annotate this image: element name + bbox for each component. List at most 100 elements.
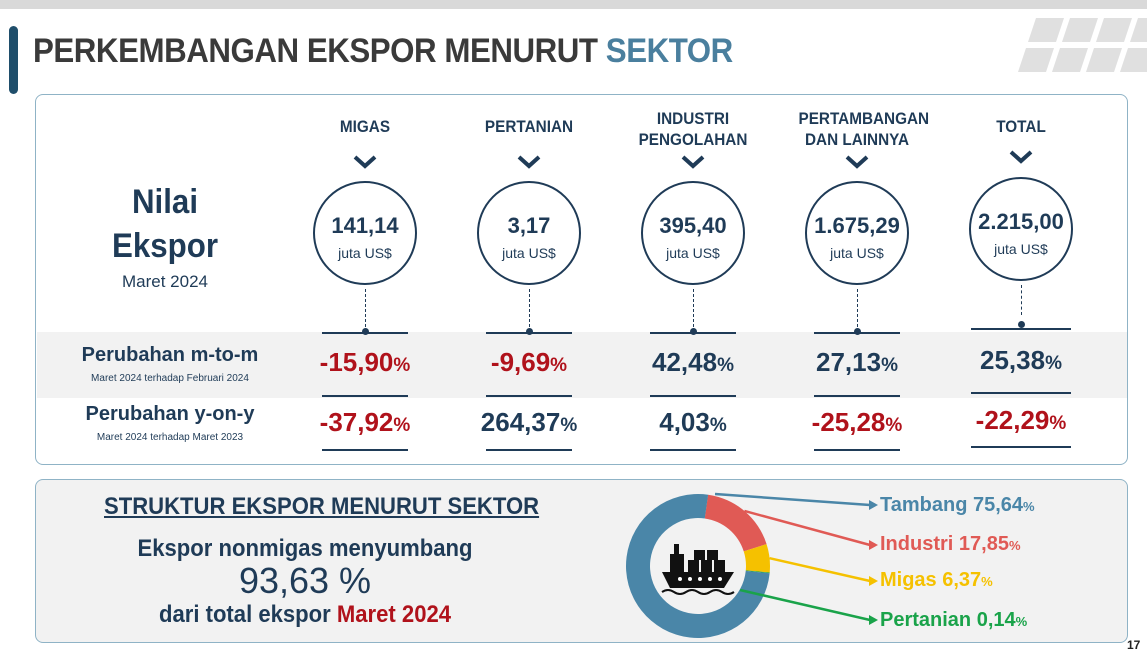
yony-change-1: 264,37%: [459, 407, 599, 438]
sector-value-circle-0: 141,14 juta US$: [313, 181, 417, 285]
sector-value-4: 2.215,00: [978, 209, 1064, 234]
structure-line3: dari total ekspor Maret 2024: [116, 601, 493, 629]
cargo-ship-icon: [661, 544, 735, 595]
structure-panel: [35, 479, 1128, 643]
sector-name-0: MIGAS: [307, 116, 424, 137]
connector-dash-0: [365, 289, 366, 327]
yony-change-3-value: -25,28: [811, 407, 886, 437]
export-structure-donut: [626, 492, 878, 638]
donut-slice-tambang: [626, 494, 770, 638]
sector-name-0-line-0: MIGAS: [339, 117, 391, 136]
legend-migas-text: Migas 6,37: [880, 569, 982, 591]
separator-bottom-1: [486, 449, 572, 451]
yony-change-1-pct: %: [560, 415, 578, 436]
sector-name-4: TOTAL: [963, 116, 1080, 137]
separator-top-4: [971, 328, 1071, 330]
yony-change-3: -25,28%: [787, 407, 927, 438]
page-title-main: PERKEMBANGAN EKSPOR MENURUT: [33, 32, 598, 70]
leader-arrow-migas: [869, 576, 878, 586]
mtom-band: [37, 332, 1127, 398]
leader-line-tambang: [714, 492, 871, 507]
chevron-down-icon: [517, 155, 541, 169]
legend-tambang: Tambang 75,64%: [880, 494, 1035, 517]
connector-dot-1: [526, 328, 533, 335]
sector-name-3-line-1: DAN LAINNYA: [804, 130, 909, 149]
yony-change-3-pct: %: [885, 415, 903, 436]
mtom-change-3: 27,13%: [787, 347, 927, 378]
yony-change-4-pct: %: [1049, 413, 1067, 434]
yony-change-4-value: -22,29: [975, 405, 1050, 435]
sector-name-1-line-0: PERTANIAN: [484, 117, 574, 136]
separator-top-0: [322, 332, 408, 334]
legend-migas: Migas 6,37%: [880, 569, 993, 592]
legend-pertanian-text: Pertanian 0,14: [880, 609, 1016, 631]
mtom-change-4: 25,38%: [951, 345, 1091, 376]
connector-dot-3: [854, 328, 861, 335]
legend-pertanian-pct: %: [1015, 614, 1028, 629]
connector-dot-0: [362, 328, 369, 335]
separator-top-1: [486, 332, 572, 334]
yony-change-0: -37,92%: [295, 407, 435, 438]
connector-dot-2: [690, 328, 697, 335]
connector-dash-3: [857, 289, 858, 327]
legend-industri-text: Industri 17,85: [880, 533, 1009, 555]
yony-change-4: -22,29%: [951, 405, 1091, 436]
mtom-change-4-pct: %: [1045, 353, 1062, 374]
separator-mid-1: [486, 395, 572, 397]
separator-bottom-3: [814, 449, 900, 451]
mtom-change-4-value: 25,38: [980, 345, 1046, 375]
separator-top-2: [650, 332, 736, 334]
connector-dash-2: [693, 289, 694, 327]
structure-line3-prefix: dari total ekspor: [158, 601, 331, 628]
mtom-change-0-value: -15,90: [319, 347, 394, 377]
page-title: PERKEMBANGAN EKSPOR MENURUT SEKTOR: [33, 32, 733, 71]
leader-arrow-pertanian: [869, 615, 878, 625]
mtom-change-3-value: 27,13: [816, 347, 882, 377]
yony-change-2-pct: %: [709, 415, 727, 436]
top-bar: [0, 0, 1147, 9]
yony-change-2: 4,03%: [623, 407, 763, 438]
separator-mid-4: [971, 392, 1071, 394]
yony-sublabel: Maret 2024 terhadap Maret 2023: [96, 432, 244, 443]
donut-slice-migas: [743, 544, 770, 573]
sector-unit-2: juta US$: [666, 245, 720, 261]
chevron-down-icon: [681, 155, 705, 169]
yony-change-0-pct: %: [393, 415, 411, 436]
mtom-change-1-pct: %: [550, 355, 568, 376]
legend-migas-pct: %: [981, 574, 993, 589]
nilai-line1: Nilai: [131, 183, 199, 221]
mtom-change-2-pct: %: [717, 355, 734, 376]
bps-logo-icon: [1018, 18, 1147, 72]
sector-unit-0: juta US$: [338, 245, 392, 261]
sector-unit-4: juta US$: [994, 241, 1048, 257]
sector-name-2-line-0: INDUSTRI: [656, 109, 730, 128]
structure-title: STRUKTUR EKSPOR MENURUT SEKTOR: [104, 493, 540, 520]
leader-line-pertanian: [739, 588, 871, 622]
donut-slice-pertanian: [745, 570, 770, 574]
structure-line1: Ekspor nonmigas menyumbang: [137, 535, 473, 562]
chevron-down-icon: [1009, 150, 1033, 164]
sector-name-4-line-0: TOTAL: [996, 117, 1046, 136]
donut-slice-industri: [704, 494, 767, 552]
sector-value-2: 395,40: [659, 213, 727, 238]
chevron-down-icon: [353, 155, 377, 169]
yony-change-2-value: 4,03: [659, 407, 710, 437]
leader-line-industri: [744, 509, 871, 547]
sector-panel: [35, 94, 1128, 465]
yony-change-1-value: 264,37: [480, 407, 561, 437]
sector-name-1: PERTANIAN: [471, 116, 588, 137]
page-number: 17: [1127, 638, 1141, 652]
legend-tambang-text: Tambang 75,64: [880, 494, 1024, 516]
sector-value-0: 141,14: [331, 213, 399, 238]
mtom-sublabel: Maret 2024 terhadap Februari 2024: [91, 373, 249, 384]
legend-pertanian: Pertanian 0,14%: [880, 609, 1027, 632]
mtom-change-2: 42,48%: [623, 347, 763, 378]
mtom-change-2-value: 42,48: [652, 347, 718, 377]
separator-mid-2: [650, 395, 736, 397]
separator-bottom-0: [322, 449, 408, 451]
mtom-change-0: -15,90%: [295, 347, 435, 378]
legend-industri: Industri 17,85%: [880, 533, 1021, 556]
separator-mid-3: [814, 395, 900, 397]
legend-industri-pct: %: [1008, 538, 1021, 553]
mtom-change-1: -9,69%: [459, 347, 599, 378]
